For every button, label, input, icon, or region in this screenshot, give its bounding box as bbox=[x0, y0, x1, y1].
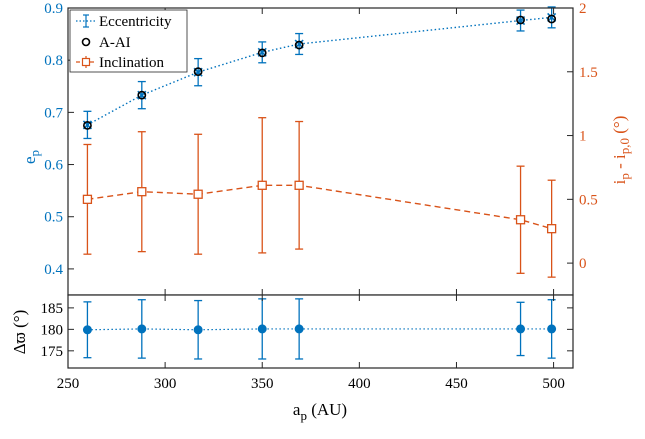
left-tick-label: 0.6 bbox=[44, 158, 63, 174]
a-ai-marker bbox=[193, 67, 203, 77]
bottom-x-tick-label: 300 bbox=[154, 376, 177, 392]
legend-entry-a-ai: A-AI bbox=[81, 35, 131, 51]
legend-entry-inclination: Inclination bbox=[76, 55, 164, 71]
x-axis-label: ap (AU) bbox=[293, 400, 347, 423]
bottom-x-tick-label: 450 bbox=[445, 376, 468, 392]
legend-inclination-marker bbox=[81, 57, 91, 67]
left-tick-label: 0.8 bbox=[44, 53, 63, 69]
bottom-y-tick-label: 180 bbox=[41, 322, 64, 338]
left-axis-ticks: 0.9 0.8 0.7 0.6 0.5 0.4 bbox=[44, 1, 74, 278]
legend: Eccentricity A-AI Inclination bbox=[69, 9, 188, 73]
inclination-marker bbox=[257, 180, 267, 190]
bottom-x-ticks: 250 300 350 400 450 500 bbox=[57, 295, 565, 392]
left-tick-label: 0.4 bbox=[44, 262, 63, 278]
right-tick-label: 2 bbox=[579, 1, 587, 17]
inclination-marker bbox=[294, 180, 304, 190]
bottom-y-tick-label: 185 bbox=[41, 301, 64, 317]
right-tick-label: 0.5 bbox=[579, 192, 598, 208]
a-ai-marker bbox=[137, 90, 147, 100]
bottom-x-tick-label: 500 bbox=[542, 376, 565, 392]
delta-varpi-marker bbox=[516, 324, 526, 334]
inclination-marker bbox=[82, 194, 93, 204]
inclination-marker bbox=[193, 189, 203, 199]
bottom-x-tick-label: 350 bbox=[251, 376, 274, 392]
bottom-y-axis-label: Δϖ (°) bbox=[10, 310, 29, 355]
delta-varpi-marker bbox=[547, 324, 557, 334]
bottom-panel: 185 180 175 250 300 350 400 450 500 Δϖ (°) ap (… bbox=[10, 294, 574, 423]
bottom-plot-frame bbox=[67, 294, 574, 369]
right-axis-label: ip - ip,0 (°) bbox=[610, 116, 632, 185]
right-tick-label: 1.5 bbox=[579, 65, 598, 81]
left-tick-label: 0.5 bbox=[44, 210, 63, 226]
inclination-marker bbox=[546, 224, 557, 234]
delta-varpi-marker bbox=[193, 325, 203, 335]
delta-varpi-marker bbox=[137, 324, 147, 334]
legend-entry-eccentricity: Eccentricity bbox=[76, 14, 172, 30]
legend-inclination-label: Inclination bbox=[99, 55, 164, 71]
bottom-x-tick-label: 400 bbox=[348, 376, 371, 392]
inclination-marker bbox=[137, 187, 147, 197]
left-tick-label: 0.9 bbox=[44, 1, 63, 17]
legend-a-ai-marker bbox=[81, 37, 91, 47]
a-ai-marker bbox=[516, 15, 525, 25]
bottom-y-ticks: 185 180 175 bbox=[41, 301, 573, 360]
legend-a-ai-label: A-AI bbox=[99, 35, 131, 51]
a-ai-marker bbox=[294, 40, 304, 50]
left-tick-label: 0.7 bbox=[44, 105, 63, 121]
inclination-series-group bbox=[82, 117, 557, 278]
delta-varpi-marker bbox=[294, 324, 304, 334]
bottom-x-tick-label: 250 bbox=[57, 376, 80, 392]
right-axis-ticks: 2 1.5 1 0.5 0 bbox=[567, 1, 598, 272]
top-panel: 0.9 0.8 0.7 0.6 0.5 0.4 2 1.5 1 0.5 0 ep ip - ip,… bbox=[20, 1, 632, 296]
bottom-y-tick-label: 175 bbox=[41, 344, 64, 360]
left-axis-label: ep bbox=[20, 150, 42, 164]
a-ai-series-group bbox=[83, 14, 557, 130]
a-ai-marker bbox=[257, 48, 267, 58]
legend-eccentricity-label: Eccentricity bbox=[99, 14, 172, 30]
inclination-marker bbox=[515, 215, 526, 225]
delta-varpi-marker bbox=[82, 325, 92, 335]
delta-varpi-marker bbox=[257, 324, 267, 334]
bottom-plot-area bbox=[68, 295, 573, 368]
right-tick-label: 1 bbox=[579, 129, 587, 145]
delta-varpi-series-group bbox=[82, 298, 557, 360]
right-tick-label: 0 bbox=[579, 256, 587, 272]
a-ai-marker bbox=[83, 121, 92, 130]
a-ai-marker bbox=[547, 14, 557, 24]
